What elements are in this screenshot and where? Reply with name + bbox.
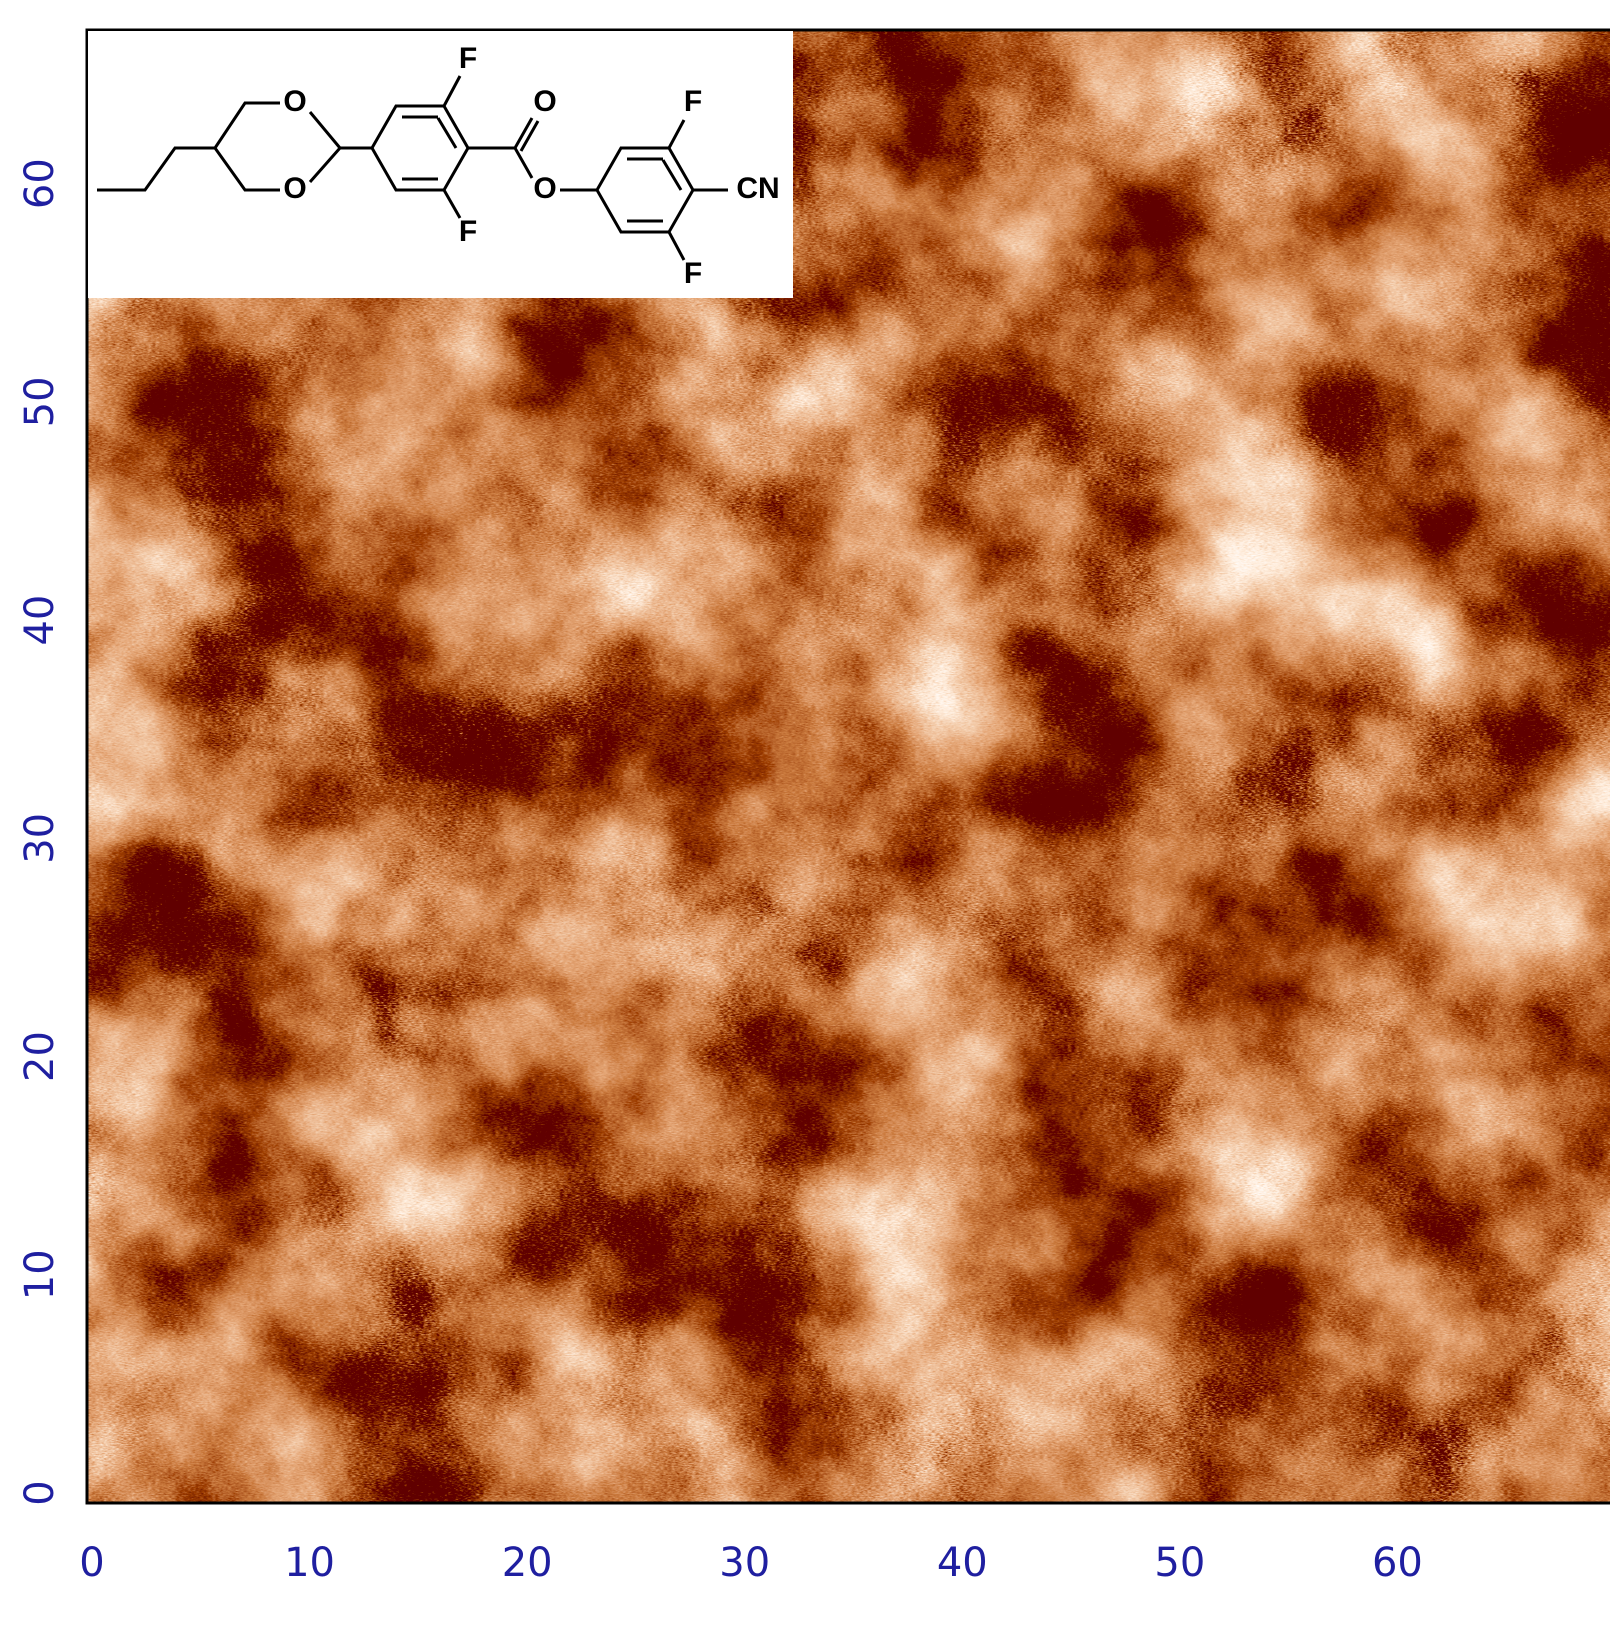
atom-label: F <box>684 85 702 118</box>
y-tick-label: 10 <box>17 1249 63 1300</box>
x-tick-label: 50 <box>1154 1540 1205 1586</box>
chart: O O F O O F F CN F 0 10 20 30 40 50 60 0 10 20 30 4… <box>0 0 1610 1629</box>
atom-label: F <box>459 215 477 248</box>
x-tick-label: 0 <box>79 1540 104 1586</box>
atom-label: O <box>533 85 556 118</box>
y-tick-label: 50 <box>17 376 63 427</box>
x-tick-label: 60 <box>1372 1540 1423 1586</box>
atom-label: O <box>283 85 306 118</box>
y-tick-label: 20 <box>17 1031 63 1082</box>
y-tick-label: 40 <box>17 595 63 646</box>
atom-label: O <box>533 172 556 205</box>
atom-label: F <box>459 42 477 75</box>
x-tick-label: 30 <box>719 1540 770 1586</box>
atom-label: CN <box>736 172 779 205</box>
atom-label: F <box>684 257 702 290</box>
structure-inset: O O F O O F F CN F <box>88 31 793 298</box>
atom-label: O <box>283 172 306 205</box>
x-tick-label: 20 <box>502 1540 553 1586</box>
y-tick-label: 30 <box>17 813 63 864</box>
x-tick-label: 40 <box>937 1540 988 1586</box>
y-tick-label: 60 <box>17 158 63 209</box>
y-tick-label: 0 <box>17 1480 63 1505</box>
x-tick-label: 10 <box>284 1540 335 1586</box>
